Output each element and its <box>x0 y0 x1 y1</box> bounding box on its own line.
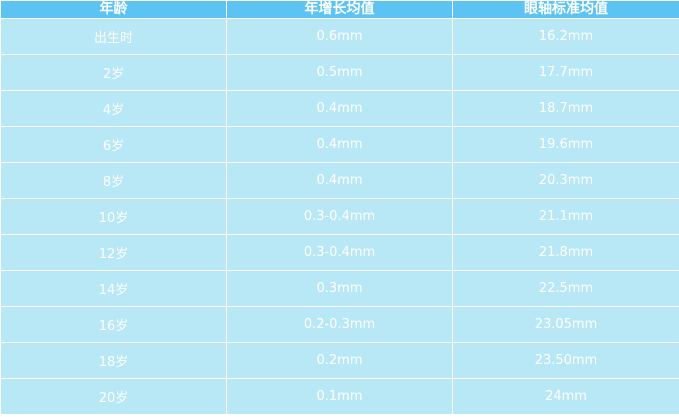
table-cell: 6岁 <box>0 126 227 163</box>
table-cell: 8岁 <box>0 162 227 199</box>
table-body: 出生时 0.6mm 16.2mm 2岁 0.5mm 17.7mm 4岁 0.4mm 18.7mm… <box>0 18 679 415</box>
table-row: 10岁 0.3-0.4mm 21.1mm <box>0 198 679 235</box>
table-row: 14岁 0.3mm 22.5mm <box>0 270 679 307</box>
table-cell: 0.3-0.4mm <box>226 198 453 235</box>
table-cell: 14岁 <box>0 270 227 307</box>
table-cell: 12岁 <box>0 234 227 271</box>
table-cell: 16.2mm <box>452 18 679 55</box>
table-cell: 22.5mm <box>452 270 679 307</box>
table-cell: 4岁 <box>0 90 227 127</box>
table-row: 出生时 0.6mm 16.2mm <box>0 18 679 55</box>
table-row: 18岁 0.2mm 23.50mm <box>0 342 679 379</box>
table-row: 8岁 0.4mm 20.3mm <box>0 162 679 199</box>
table-cell: 0.5mm <box>226 54 453 91</box>
table-cell: 16岁 <box>0 306 227 343</box>
table-cell: 出生时 <box>0 18 227 55</box>
table-row: 12岁 0.3-0.4mm 21.8mm <box>0 234 679 271</box>
table-cell: 17.7mm <box>452 54 679 91</box>
table-row: 20岁 0.1mm 24mm <box>0 378 679 415</box>
table-cell: 19.6mm <box>452 126 679 163</box>
table-cell: 0.2-0.3mm <box>226 306 453 343</box>
table-cell: 24mm <box>452 378 679 415</box>
table-cell: 0.6mm <box>226 18 453 55</box>
table-cell: 18岁 <box>0 342 227 379</box>
table-cell: 23.50mm <box>452 342 679 379</box>
table-cell: 20.3mm <box>452 162 679 199</box>
table-cell: 0.4mm <box>226 126 453 163</box>
table-row: 16岁 0.2-0.3mm 23.05mm <box>0 306 679 343</box>
table-cell: 0.4mm <box>226 162 453 199</box>
table-cell: 0.4mm <box>226 90 453 127</box>
table-cell: 0.1mm <box>226 378 453 415</box>
table-cell: 0.2mm <box>226 342 453 379</box>
table-row: 6岁 0.4mm 19.6mm <box>0 126 679 163</box>
table-cell: 10岁 <box>0 198 227 235</box>
header-cell: 眼轴标准均值 <box>452 0 679 19</box>
header-cell: 年增长均值 <box>226 0 453 19</box>
table-cell: 21.1mm <box>452 198 679 235</box>
table-cell: 18.7mm <box>452 90 679 127</box>
table-cell: 0.3mm <box>226 270 453 307</box>
header-cell: 年龄 <box>0 0 227 19</box>
table-cell: 23.05mm <box>452 306 679 343</box>
table-cell: 20岁 <box>0 378 227 415</box>
table-row: 4岁 0.4mm 18.7mm <box>0 90 679 127</box>
table-cell: 2岁 <box>0 54 227 91</box>
header-row: 年龄 年增长均值 眼轴标准均值 <box>0 0 679 19</box>
table-cell: 21.8mm <box>452 234 679 271</box>
table-cell: 0.3-0.4mm <box>226 234 453 271</box>
table-row: 2岁 0.5mm 17.7mm <box>0 54 679 91</box>
